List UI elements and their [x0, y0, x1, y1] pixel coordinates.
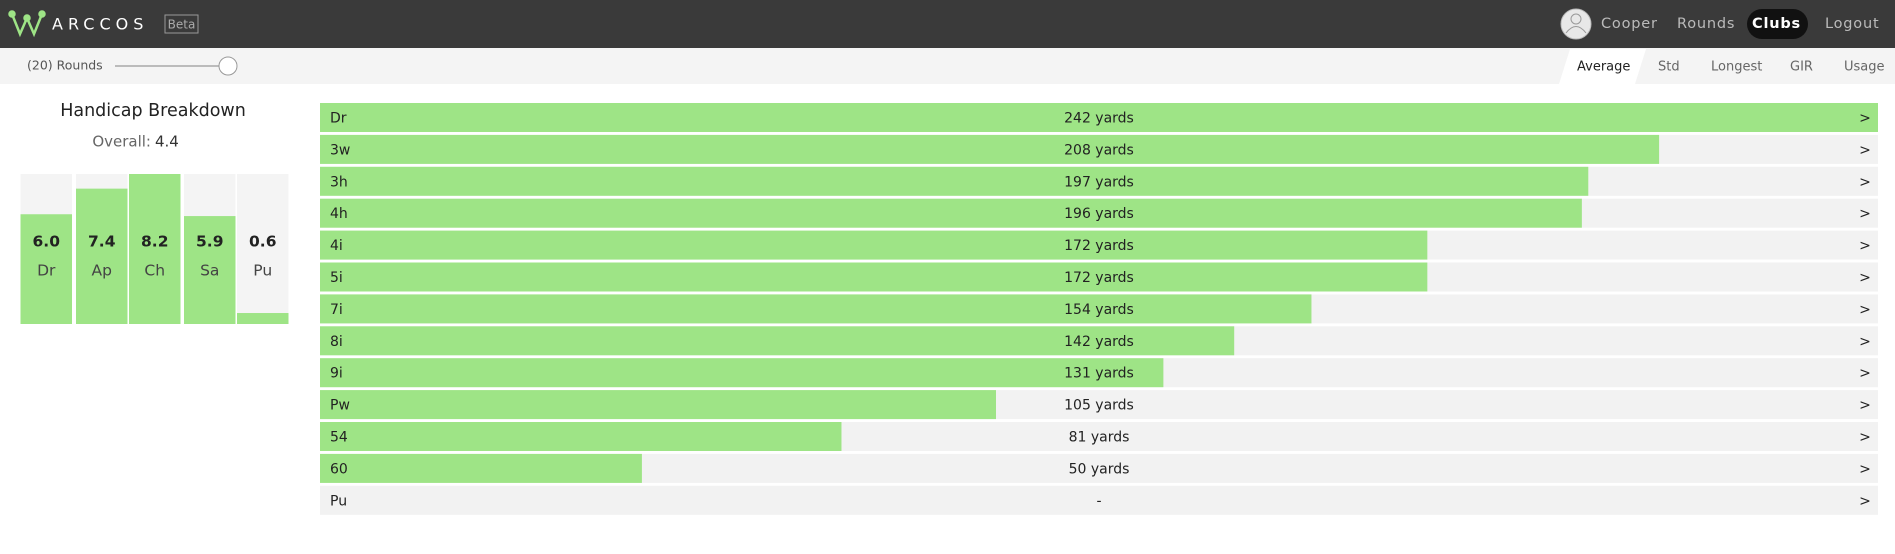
nav-pill: [1747, 9, 1808, 39]
row-arrow[interactable]: >: [1859, 398, 1871, 414]
club-bar: [320, 230, 1428, 260]
club-distance: 50 yards: [1069, 461, 1130, 477]
handicap-category: Dr: [37, 262, 56, 280]
club-name: Pu: [330, 493, 347, 509]
club-distance: 197 yards: [1064, 174, 1134, 190]
brand: ARCCOS: [52, 15, 148, 34]
club-bar: [320, 103, 1878, 132]
club-bar: [320, 198, 1582, 228]
overall-value: 4.4: [155, 133, 179, 151]
club-name: 7i: [330, 302, 343, 318]
club-distance: 81 yards: [1069, 430, 1130, 446]
row-arrow[interactable]: >: [1859, 238, 1871, 254]
club-distance: 131 yards: [1064, 366, 1134, 382]
tab[interactable]: GIR: [1790, 60, 1813, 75]
nav-link[interactable]: Rounds: [1677, 16, 1735, 32]
handicap-value: 0.6: [249, 233, 276, 251]
badge: Beta: [168, 18, 196, 32]
handicap-category: Pu: [253, 262, 272, 280]
club-distance: 142 yards: [1064, 334, 1134, 350]
tab[interactable]: Usage: [1844, 60, 1885, 75]
panel-title: Handicap Breakdown: [60, 101, 246, 121]
club-distance: 172 yards: [1064, 238, 1134, 254]
handicap-bar: [20, 214, 72, 324]
handicap-category: Ch: [144, 262, 165, 280]
club-name: Dr: [330, 111, 347, 127]
club-bar: [320, 134, 1660, 164]
club-distance: 242 yards: [1064, 111, 1134, 127]
column-bg: [237, 174, 289, 324]
club-distance: 105 yards: [1064, 398, 1134, 414]
club-name: 4i: [330, 238, 343, 254]
club-name: 3w: [330, 142, 350, 158]
row-arrow[interactable]: >: [1859, 111, 1871, 127]
club-bar: [320, 326, 1235, 356]
nav-link[interactable]: Clubs: [1752, 16, 1801, 32]
active-tab-bg: [1559, 49, 1646, 84]
row-arrow[interactable]: >: [1859, 270, 1871, 286]
handicap-category: Ap: [92, 262, 112, 280]
club-distance: 208 yards: [1064, 142, 1134, 158]
club-bar: [320, 453, 642, 483]
avatar-icon: [1570, 13, 1582, 25]
nav-link[interactable]: Cooper: [1601, 16, 1658, 32]
club-name: 5i: [330, 270, 343, 286]
club-name: 4h: [330, 206, 348, 222]
tab[interactable]: Std: [1658, 60, 1680, 75]
slider-knob[interactable]: [218, 56, 238, 76]
handicap-bar: [237, 313, 289, 324]
handicap-category: Sa: [200, 262, 219, 280]
club-bar: [320, 262, 1428, 292]
handicap-value: 6.0: [33, 233, 61, 251]
row-arrow[interactable]: >: [1859, 493, 1871, 509]
rounds-label: (20) Rounds: [27, 58, 103, 73]
club-name: 54: [330, 430, 348, 446]
badge-box: [164, 14, 199, 34]
row-arrow[interactable]: >: [1859, 206, 1871, 222]
overall-label: Overall:: [92, 133, 151, 151]
club-row[interactable]: [320, 485, 1878, 515]
club-name: 60: [330, 461, 348, 477]
avatar-icon: [1565, 26, 1587, 34]
club-name: 9i: [330, 366, 343, 382]
row-arrow[interactable]: >: [1859, 142, 1871, 158]
club-bar: [320, 166, 1589, 196]
club-name: Pw: [330, 398, 350, 414]
club-bar: [320, 390, 996, 420]
row-arrow[interactable]: >: [1859, 461, 1871, 477]
row-arrow[interactable]: >: [1859, 430, 1871, 446]
club-bar: [320, 358, 1164, 388]
handicap-value: 7.4: [88, 233, 116, 251]
logo-icon: [8, 10, 46, 38]
handicap-bar: [129, 174, 181, 324]
club-name: 8i: [330, 334, 343, 350]
club-name: 3h: [330, 174, 348, 190]
handicap-value: 5.9: [196, 233, 223, 251]
club-distance: 196 yards: [1064, 206, 1134, 222]
row-arrow[interactable]: >: [1859, 366, 1871, 382]
club-bar: [320, 422, 842, 451]
handicap-value: 8.2: [141, 233, 168, 251]
club-distance: 154 yards: [1064, 302, 1134, 318]
row-arrow[interactable]: >: [1859, 174, 1871, 190]
club-bar: [320, 294, 1312, 324]
club-distance: 172 yards: [1064, 270, 1134, 286]
nav-link[interactable]: Logout: [1825, 16, 1879, 32]
tab[interactable]: Longest: [1711, 60, 1762, 75]
row-arrow[interactable]: >: [1859, 302, 1871, 318]
handicap-bar: [184, 216, 236, 324]
row-arrow[interactable]: >: [1859, 334, 1871, 350]
handicap-bar: [76, 188, 128, 324]
club-distance: -: [1096, 493, 1101, 509]
tab[interactable]: Average: [1577, 60, 1630, 75]
